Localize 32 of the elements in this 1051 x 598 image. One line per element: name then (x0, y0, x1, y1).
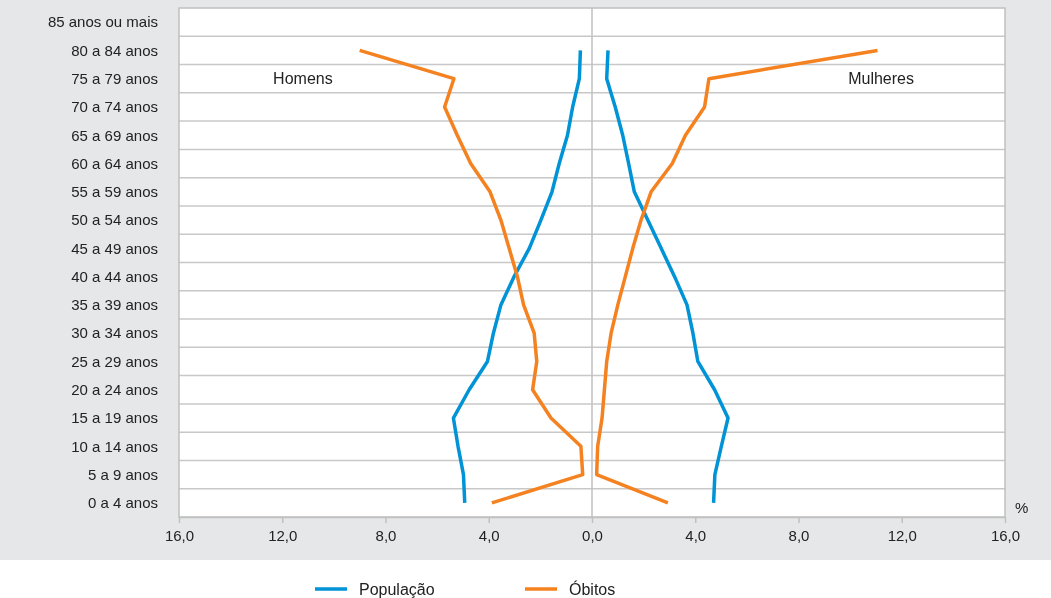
y-tick-label: 75 a 79 anos (71, 69, 158, 87)
y-tick-label: 55 a 59 anos (71, 183, 158, 201)
y-tick-label: 5 a 9 anos (87, 465, 158, 483)
x-axis-title: % (1015, 499, 1029, 516)
y-tick-label: 20 a 24 anos (71, 381, 158, 398)
y-tick-label: 10 a 14 anos (71, 437, 158, 455)
x-tick-label: 12,0 (268, 527, 298, 544)
y-tick-label: 85 anos ou mais (47, 13, 158, 31)
x-tick-label: 4,0 (478, 527, 500, 544)
y-tick-label: 70 a 74 anos (71, 98, 158, 116)
annotation: Mulheres (848, 70, 915, 88)
y-tick-label: 80 a 84 anos (71, 41, 158, 59)
y-tick-label: 25 a 29 anos (71, 352, 158, 370)
annotation: Homens (273, 70, 333, 88)
y-tick-label: 30 a 34 anos (71, 324, 158, 342)
y-tick-label: 50 a 54 anos (71, 211, 158, 229)
x-tick-label: 12,0 (887, 527, 917, 544)
y-tick-label: 60 a 64 anos (71, 154, 158, 172)
y-tick-label: 65 a 69 anos (71, 126, 158, 144)
y-tick-label: 45 a 49 anos (71, 239, 158, 257)
legend-label: População (359, 580, 435, 598)
x-tick-label: 8,0 (788, 527, 810, 544)
x-tick-label: 8,0 (375, 527, 397, 544)
x-tick-label: 4,0 (685, 527, 707, 544)
x-tick-label: 16,0 (164, 527, 195, 544)
x-tick-label: 0,0 (582, 527, 603, 544)
y-tick-label: 0 a 4 anos (87, 494, 158, 512)
legend-label: Óbitos (569, 579, 616, 598)
y-tick-label: 40 a 44 anos (71, 267, 158, 285)
y-tick-label: 15 a 19 anos (71, 409, 158, 427)
y-tick-label: 35 a 39 anos (71, 296, 158, 314)
x-tick-label: 16,0 (990, 527, 1021, 544)
